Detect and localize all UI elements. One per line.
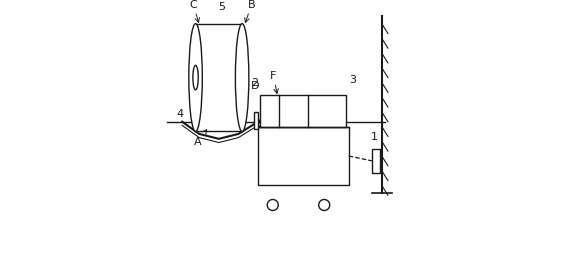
Text: 1: 1	[370, 131, 378, 141]
Text: D: D	[243, 81, 259, 97]
Bar	[254, 113, 258, 130]
Ellipse shape	[189, 25, 202, 132]
Text: C: C	[189, 0, 200, 23]
Text: A: A	[194, 130, 207, 146]
Ellipse shape	[235, 25, 249, 132]
Text: 2: 2	[251, 78, 258, 88]
Bar	[372, 149, 380, 173]
Ellipse shape	[267, 200, 278, 211]
Text: 3: 3	[349, 75, 356, 85]
Ellipse shape	[319, 200, 329, 211]
FancyBboxPatch shape	[196, 25, 242, 132]
Text: 5: 5	[218, 2, 225, 12]
Text: B: B	[245, 0, 256, 23]
Ellipse shape	[193, 66, 198, 90]
Text: 4: 4	[176, 108, 183, 118]
Text: F: F	[270, 70, 278, 94]
Bar	[260, 95, 346, 127]
Bar	[258, 127, 349, 186]
